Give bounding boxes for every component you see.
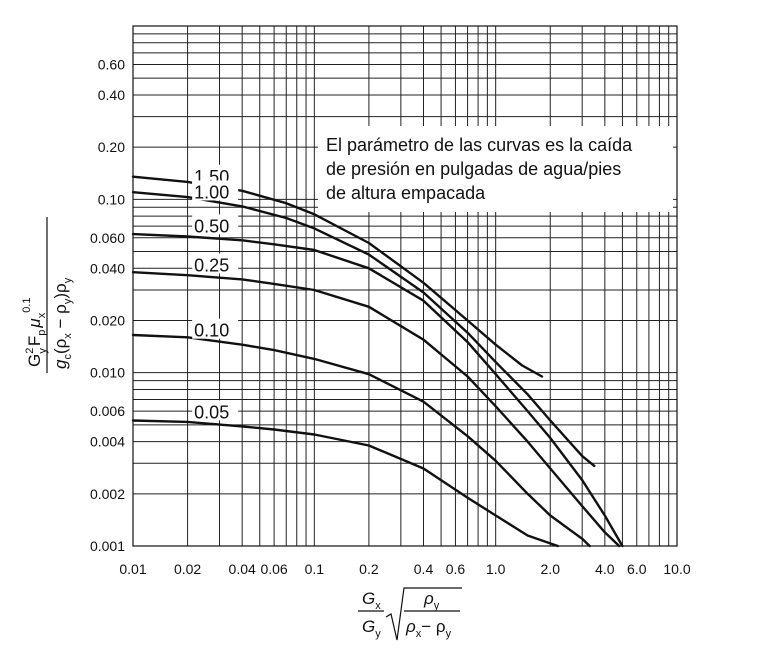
annotation-line: El parámetro de las curvas es la caída <box>326 135 633 155</box>
x-tick-label: 0.02 <box>174 561 201 577</box>
x-tick-label: 6.0 <box>627 561 647 577</box>
curve-labels: 1.501.000.500.250.100.05 <box>192 164 239 422</box>
x-tick-label: 1.0 <box>486 561 506 577</box>
curve-0-50 <box>131 232 624 548</box>
x-label-sqrt-denominator: ρx− ρy <box>405 617 452 640</box>
plot-frame <box>132 25 678 547</box>
y-tick-label: 0.001 <box>90 538 125 554</box>
x-tick-label: 4.0 <box>595 561 615 577</box>
y-tick-label: 0.20 <box>98 139 125 155</box>
curve-0-25 <box>131 271 621 548</box>
x-tick-labels: 0.01 0.02 0.04 0.06 0.1 0.2 0.4 0.6 1.0 2.0 4.0 6.0… <box>119 561 690 577</box>
x-tick-label: 2.0 <box>541 561 561 577</box>
annotation-background <box>318 126 673 212</box>
y-tick-label: 0.060 <box>90 230 125 246</box>
x-tick-label: 0.06 <box>260 561 287 577</box>
y-tick-label: 0.60 <box>98 56 125 72</box>
curve-label-background <box>192 214 239 235</box>
grid-layer <box>133 26 677 546</box>
x-tick-label: 10.0 <box>663 561 690 577</box>
y-axis-label: G2yFpμx0.1 gc(ρx − ρy)ρy <box>21 217 74 373</box>
annotation-box: El parámetro de las curvas es la caída de… <box>318 126 673 212</box>
x-label-fraction-numerator: Gx <box>362 589 381 612</box>
y-tick-label: 0.10 <box>98 191 125 207</box>
curve-label-0-25: 0.25 <box>194 255 229 275</box>
y-tick-label: 0.010 <box>90 365 125 381</box>
sqrt-icon <box>385 587 462 641</box>
x-tick-label: 0.4 <box>414 561 434 577</box>
y-tick-label: 0.040 <box>90 260 125 276</box>
curve-0-10 <box>131 333 591 548</box>
curve-1-00 <box>131 191 596 468</box>
annotation-line: de altura empacada <box>326 183 486 203</box>
x-tick-label: 0.1 <box>305 561 325 577</box>
curve-label-0-50: 0.50 <box>194 216 229 236</box>
x-tick-label: 0.2 <box>359 561 379 577</box>
x-tick-label: 0.6 <box>446 561 466 577</box>
curve-label-1-00: 1.00 <box>194 182 229 202</box>
curve-label-background <box>192 400 239 421</box>
y-tick-label: 0.006 <box>90 403 125 419</box>
curve-label-background <box>192 318 239 339</box>
curve-0-05 <box>131 419 559 548</box>
y-tick-labels: 0.60 0.40 0.20 0.10 0.060 0.040 0.020 0.010 0.00… <box>90 56 125 554</box>
y-tick-label: 0.002 <box>90 486 125 502</box>
x-label-fraction-denominator: Gy <box>362 617 381 640</box>
curve-label-0-05: 0.05 <box>194 402 229 422</box>
curve-label-background <box>192 164 239 185</box>
curve-layer <box>131 175 624 548</box>
y-tick-label: 0.004 <box>90 434 125 450</box>
y-label-numerator: G2yFpμx0.1 <box>21 298 49 368</box>
x-tick-label: 0.01 <box>119 561 146 577</box>
annotation-line: de presión en pulgadas de agua/pies <box>326 159 621 179</box>
x-tick-label: 0.04 <box>229 561 256 577</box>
x-label-sqrt-numerator: ρy <box>423 589 440 612</box>
x-axis-label: Gx Gy ρy ρx− ρy <box>358 587 462 641</box>
curve-label-background <box>192 253 239 274</box>
y-label-denominator: gc(ρx − ρy)ρy <box>51 277 74 369</box>
curve-label-0-10: 0.10 <box>194 321 229 341</box>
curve-label-background <box>192 180 239 201</box>
y-tick-label: 0.40 <box>98 87 125 103</box>
y-tick-label: 0.020 <box>90 312 125 328</box>
